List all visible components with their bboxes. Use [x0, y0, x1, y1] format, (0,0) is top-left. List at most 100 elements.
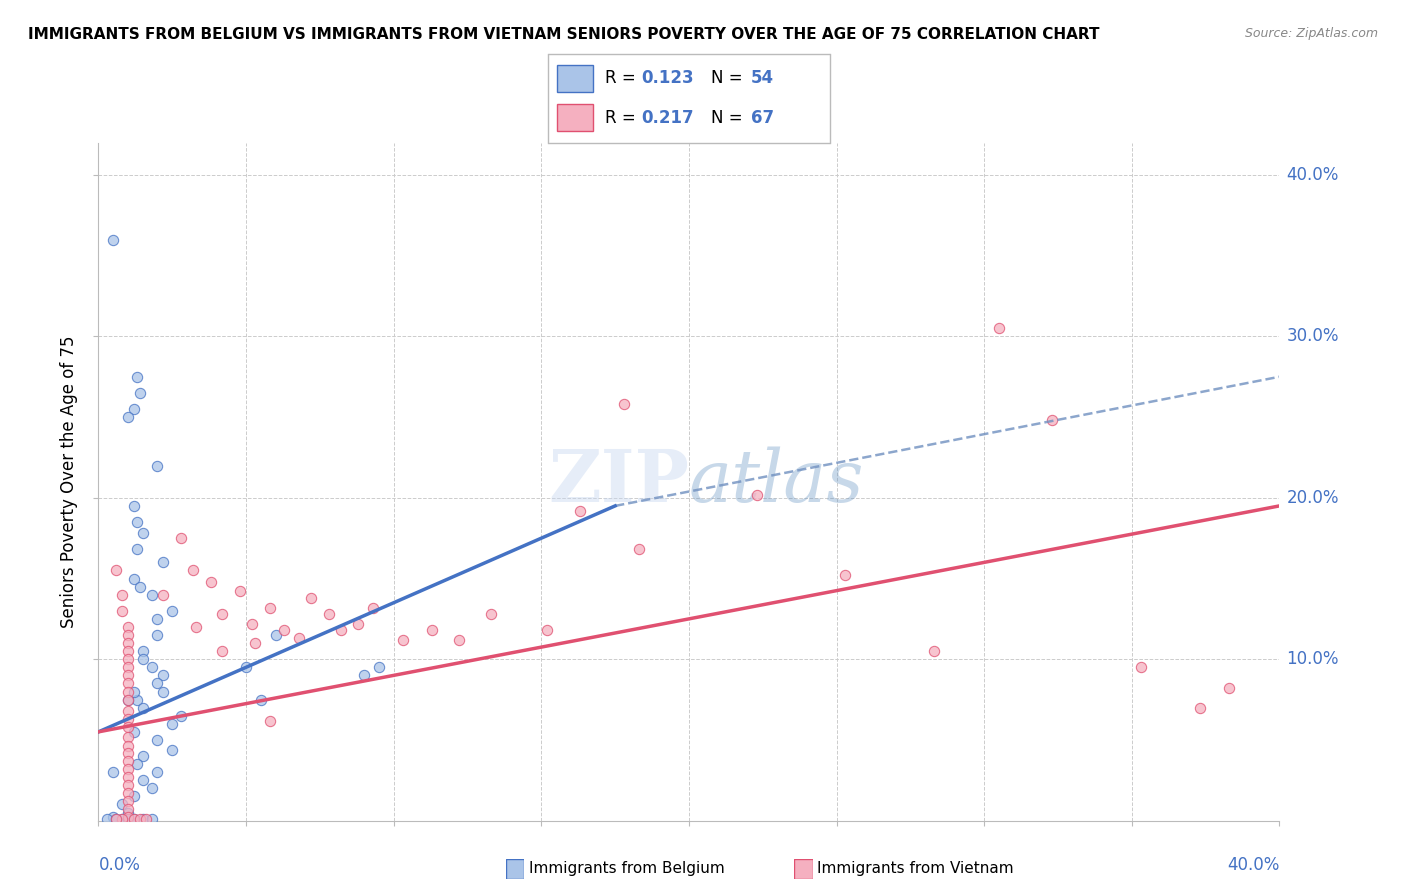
Point — [229, 584, 252, 599]
Point — [122, 789, 145, 804]
Point — [170, 531, 193, 545]
Point — [536, 623, 558, 637]
Point — [1040, 413, 1063, 427]
FancyBboxPatch shape — [557, 65, 593, 92]
Point — [111, 797, 134, 812]
Point — [117, 802, 139, 816]
Point — [200, 574, 222, 589]
Text: atlas: atlas — [689, 446, 865, 517]
Text: 40.0%: 40.0% — [1227, 856, 1279, 874]
Point — [117, 805, 139, 820]
Point — [128, 385, 150, 400]
Point — [318, 607, 340, 621]
Point — [117, 762, 139, 776]
Point — [103, 233, 125, 247]
Point — [132, 526, 155, 541]
Point — [353, 668, 375, 682]
Point — [117, 652, 139, 666]
Point — [117, 676, 139, 690]
Point — [135, 812, 157, 826]
Point — [117, 692, 139, 706]
Point — [141, 812, 163, 826]
Point — [117, 628, 139, 642]
Point — [1129, 660, 1152, 674]
Point — [117, 668, 139, 682]
Point — [117, 739, 139, 754]
Text: R =: R = — [605, 109, 641, 127]
Text: ZIP: ZIP — [548, 446, 689, 517]
Point — [117, 810, 139, 824]
Point — [141, 588, 163, 602]
Point — [117, 692, 139, 706]
Point — [117, 704, 139, 718]
Point — [627, 542, 650, 557]
Point — [447, 632, 470, 647]
Text: 40.0%: 40.0% — [1286, 166, 1339, 184]
Point — [181, 564, 204, 578]
Text: Immigrants from Belgium: Immigrants from Belgium — [529, 862, 724, 876]
Point — [132, 700, 155, 714]
Point — [125, 757, 148, 772]
Point — [273, 623, 295, 637]
Point — [132, 773, 155, 788]
Point — [146, 612, 169, 626]
Point — [117, 410, 139, 425]
Point — [922, 644, 945, 658]
Point — [1218, 681, 1240, 696]
Point — [987, 321, 1010, 335]
Point — [111, 812, 134, 826]
Point — [122, 572, 145, 586]
Point — [479, 607, 502, 621]
Point — [243, 636, 266, 650]
Point — [146, 733, 169, 747]
Text: Immigrants from Vietnam: Immigrants from Vietnam — [817, 862, 1014, 876]
Point — [117, 730, 139, 744]
Text: N =: N = — [711, 109, 748, 127]
Point — [105, 812, 128, 826]
Point — [111, 588, 134, 602]
Point — [122, 684, 145, 698]
Point — [141, 781, 163, 796]
Point — [96, 812, 118, 826]
Point — [613, 397, 636, 411]
Point — [152, 684, 174, 698]
Point — [152, 588, 174, 602]
Point — [103, 765, 125, 780]
FancyBboxPatch shape — [557, 104, 593, 131]
Point — [152, 555, 174, 569]
Point — [117, 620, 139, 634]
Point — [132, 652, 155, 666]
Point — [141, 660, 163, 674]
Point — [235, 660, 257, 674]
Text: R =: R = — [605, 70, 641, 87]
Point — [117, 660, 139, 674]
Text: N =: N = — [711, 70, 748, 87]
Point — [111, 604, 134, 618]
Point — [122, 724, 145, 739]
Point — [347, 616, 370, 631]
Point — [105, 812, 128, 826]
Point — [146, 628, 169, 642]
Point — [146, 458, 169, 473]
Point — [111, 812, 134, 826]
Point — [117, 786, 139, 800]
Point — [420, 623, 443, 637]
Point — [146, 765, 169, 780]
Point — [117, 778, 139, 792]
Text: 20.0%: 20.0% — [1286, 489, 1339, 507]
Point — [299, 591, 322, 605]
Point — [1188, 700, 1211, 714]
Point — [128, 812, 150, 826]
Text: Source: ZipAtlas.com: Source: ZipAtlas.com — [1244, 27, 1378, 40]
Point — [132, 812, 155, 826]
Point — [132, 749, 155, 764]
Point — [211, 607, 233, 621]
Point — [117, 712, 139, 726]
Text: 10.0%: 10.0% — [1286, 650, 1339, 668]
Point — [568, 504, 591, 518]
Text: 0.123: 0.123 — [641, 70, 693, 87]
Point — [745, 487, 768, 501]
Text: IMMIGRANTS FROM BELGIUM VS IMMIGRANTS FROM VIETNAM SENIORS POVERTY OVER THE AGE : IMMIGRANTS FROM BELGIUM VS IMMIGRANTS FR… — [28, 27, 1099, 42]
Point — [259, 714, 281, 728]
Point — [103, 810, 125, 824]
